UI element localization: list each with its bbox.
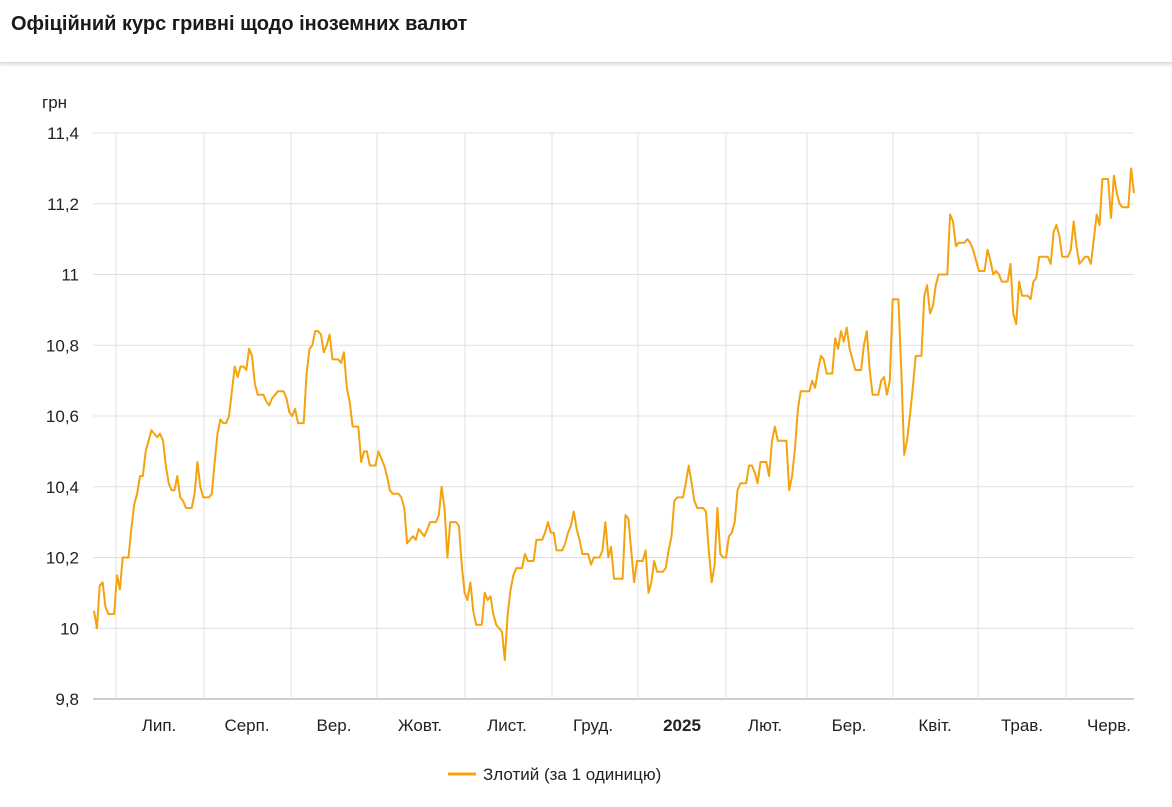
x-axis-labels: Лип. Серп. Вер. Жовт. Лист. Груд. 2025 Лют. Бер.…	[142, 716, 1131, 735]
legend[interactable]: Злотий (за 1 одиницю)	[448, 765, 661, 784]
series-group	[93, 167, 1135, 662]
x-tick-label: Серп.	[224, 716, 269, 735]
x-tick-label: Бер.	[832, 716, 867, 735]
y-gridlines	[93, 132, 1134, 700]
y-axis-labels: 11,4 11,2 11 10,8 10,6 10,4 10,2 10 9,8	[46, 124, 79, 709]
x-tick-label: Лист.	[487, 716, 527, 735]
y-axis-unit: грн	[42, 93, 67, 112]
y-tick-label: 11,4	[47, 124, 79, 143]
x-tick-label: Груд.	[573, 716, 613, 735]
series-line[interactable]	[93, 167, 1135, 662]
y-tick-label: 10,2	[46, 549, 79, 568]
x-tick-label: Лют.	[748, 716, 782, 735]
x-tick-label: Лип.	[142, 716, 177, 735]
y-tick-label: 9,8	[55, 690, 79, 709]
x-tick-label: 2025	[663, 716, 701, 735]
y-tick-label: 10,6	[46, 407, 79, 426]
y-tick-label: 10,4	[46, 478, 79, 497]
x-tick-label: Черв.	[1087, 716, 1131, 735]
x-tick-label: Вер.	[317, 716, 352, 735]
page-title: Офіційний курс гривні щодо іноземних вал…	[11, 13, 468, 35]
y-tick-label: 10,8	[46, 336, 79, 355]
x-tick-label: Трав.	[1001, 716, 1043, 735]
page-header: Офіційний курс гривні щодо іноземних вал…	[0, 0, 1172, 63]
x-tick-label: Жовт.	[398, 716, 442, 735]
y-tick-label: 11	[61, 266, 79, 285]
y-tick-label: 10	[60, 619, 79, 638]
y-tick-label: 11,2	[47, 195, 79, 214]
legend-label: Злотий (за 1 одиницю)	[483, 765, 661, 784]
x-tick-label: Квіт.	[918, 716, 951, 735]
